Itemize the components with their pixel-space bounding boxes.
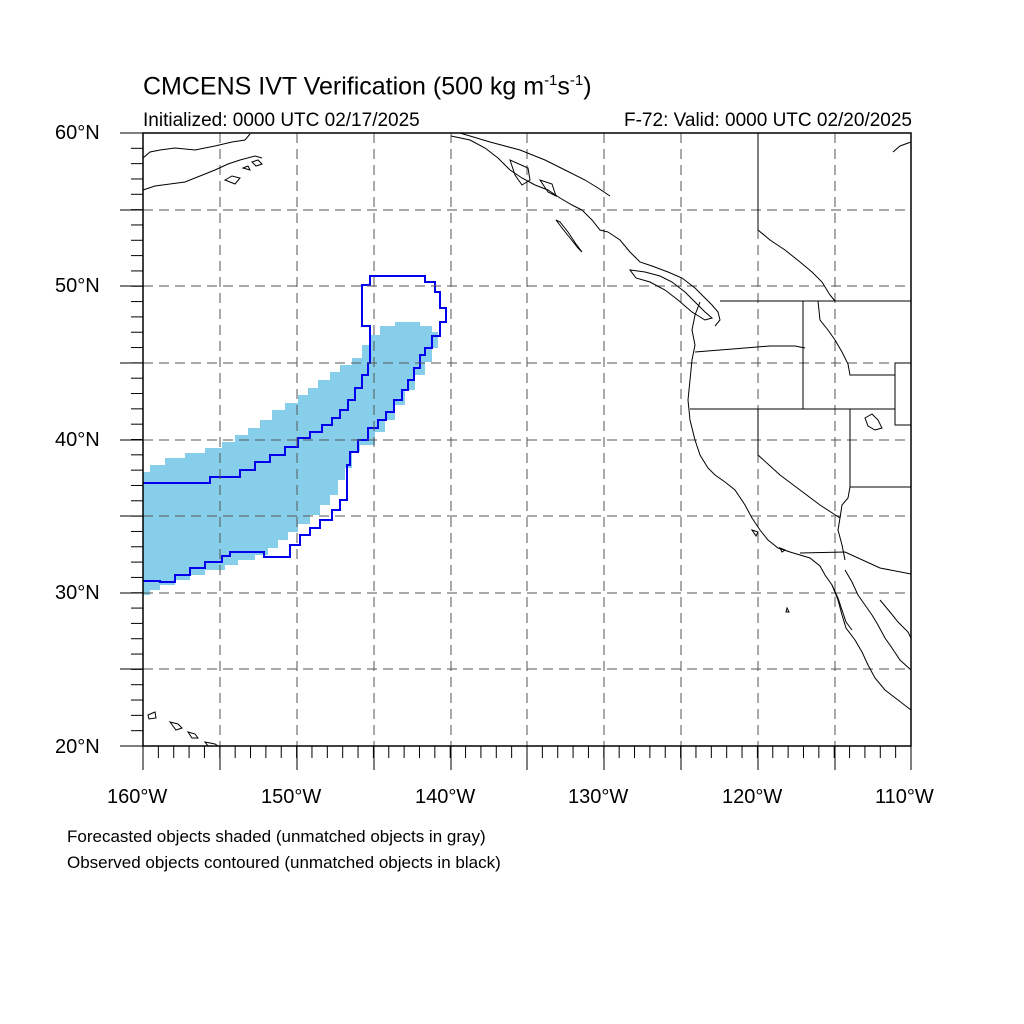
forecast-note: Forecasted objects shaded (unmatched obj… — [67, 827, 486, 846]
lon-label-160w: 160°W — [107, 786, 168, 808]
observed-object-contour — [143, 275, 447, 583]
forecast-object-shaded — [143, 322, 438, 595]
valid-time: F-72: Valid: 0000 UTC 02/20/2025 — [624, 110, 912, 131]
observed-note: Observed objects contoured (unmatched ob… — [67, 853, 501, 872]
plot-title: CMCENS IVT Verification (500 kg m-1s-1) — [143, 72, 592, 101]
lon-label-150w: 150°W — [261, 786, 322, 808]
lon-label-130w: 130°W — [568, 786, 629, 808]
lat-label-30n: 30°N — [55, 582, 100, 604]
lat-label-50n: 50°N — [55, 275, 100, 297]
graticule — [143, 133, 911, 746]
lat-label-40n: 40°N — [55, 429, 100, 451]
minor-ticks — [131, 132, 912, 758]
lat-label-60n: 60°N — [55, 122, 100, 144]
coastlines — [142, 132, 912, 747]
initialized-time: Initialized: 0000 UTC 02/17/2025 — [143, 110, 420, 131]
lon-label-140w: 140°W — [415, 786, 476, 808]
map-frame — [142, 132, 912, 747]
lat-label-20n: 20°N — [55, 736, 100, 758]
political-borders — [690, 133, 912, 575]
lon-label-120w: 120°W — [722, 786, 783, 808]
lon-label-110w: 110°W — [875, 786, 934, 808]
